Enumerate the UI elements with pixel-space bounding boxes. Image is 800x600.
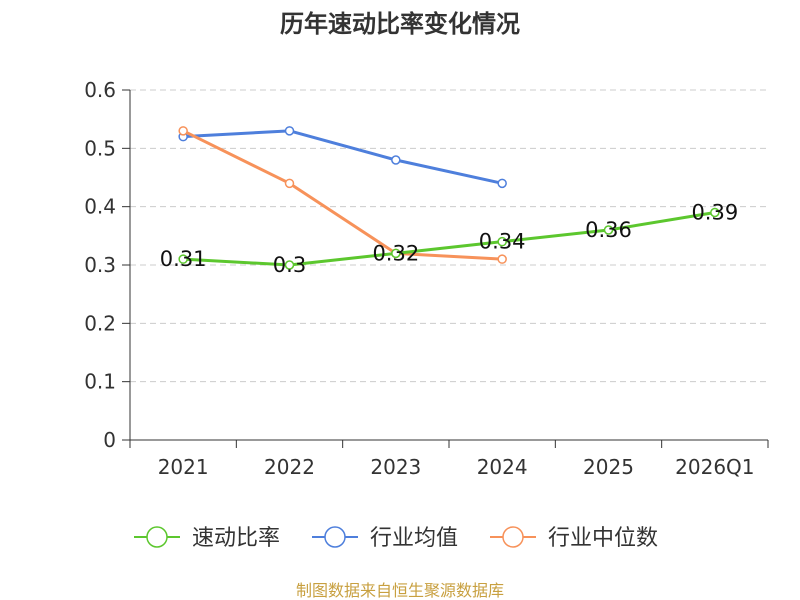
x-tick-label: 2025 <box>583 455 634 479</box>
x-tick-label: 2021 <box>158 455 209 479</box>
data-label: 0.36 <box>585 218 632 242</box>
data-label: 0.34 <box>479 230 526 254</box>
source-note: 制图数据来自恒生聚源数据库 <box>296 581 504 600</box>
data-point <box>391 248 401 259</box>
legend-marker-icon <box>502 526 524 548</box>
legend: 速动比率 行业均值 行业中位数 <box>134 526 658 551</box>
data-label: 0.39 <box>691 201 738 225</box>
series-line-0 <box>183 211 716 267</box>
x-tick-label: 2026Q1 <box>675 455 754 479</box>
y-tick-label: 0.5 <box>84 136 116 160</box>
data-label: 0.31 <box>160 247 207 271</box>
data-labels: 0.31 0.3 0.32 0.34 0.36 0.39 <box>160 201 738 278</box>
y-tick-label: 0 <box>103 428 116 452</box>
y-tick-label: 0.4 <box>84 195 116 219</box>
data-point <box>391 155 401 165</box>
series-line-2 <box>182 129 503 261</box>
data-point <box>178 254 188 264</box>
y-tick-label: 0.1 <box>84 370 116 394</box>
data-label: 0.32 <box>372 241 419 265</box>
series-layer <box>178 126 720 270</box>
data-label: 0.3 <box>273 253 306 277</box>
chart-title: 历年速动比率变化情况 <box>280 10 520 38</box>
x-tick-label: 2024 <box>477 455 528 479</box>
y-tick-label: 0.6 <box>84 78 116 102</box>
data-point <box>497 178 507 189</box>
y-tick-label: 0.3 <box>84 253 116 277</box>
series-line-1 <box>183 129 503 185</box>
data-point <box>178 126 188 136</box>
data-point <box>284 178 295 189</box>
x-tick-label: 2022 <box>264 455 315 479</box>
legend-label: 速动比率 <box>192 526 280 551</box>
data-point <box>603 225 614 235</box>
legend-label: 行业均值 <box>370 526 458 551</box>
data-point <box>497 236 507 247</box>
axes: 0 0.1 0.2 0.3 0.4 0.5 0.6 2021 2022 2023 2024 2025 2… <box>84 78 769 479</box>
legend-marker-icon <box>324 526 346 548</box>
y-tick-label: 0.2 <box>84 311 116 335</box>
data-point <box>284 260 295 270</box>
grid-lines <box>130 89 768 383</box>
legend-label: 行业中位数 <box>548 526 658 551</box>
legend-marker-icon <box>146 526 168 548</box>
data-point <box>710 207 720 218</box>
data-point <box>284 126 295 136</box>
data-point <box>497 254 507 264</box>
x-tick-label: 2023 <box>370 455 421 479</box>
